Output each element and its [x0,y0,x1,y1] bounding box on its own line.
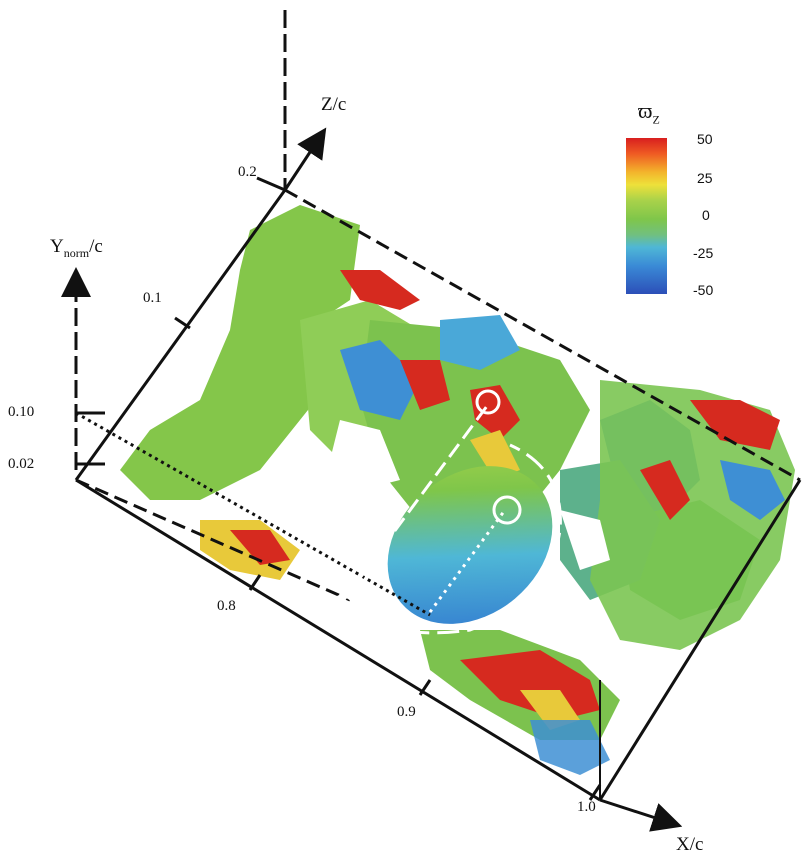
colorbar-tick-50: 50 [697,131,713,147]
colorbar [626,138,667,294]
vortex-core-marker-2 [492,495,522,525]
annotation-overlay [330,389,562,635]
vortex-core-marker-3 [330,594,356,620]
y-tick-0.02: 0.02 [8,456,35,472]
colorbar-tick-neg50: -50 [693,282,714,298]
colorbar-tick-0: 0 [702,207,710,223]
z-axis-title: Z/c [321,94,347,115]
colorbar-tick-neg25: -25 [693,245,714,261]
colorbar-tick-25: 25 [697,170,713,186]
x-tick-0.9: 0.9 [397,704,416,720]
x-axis-arrow [599,798,683,832]
x-tick-0.8: 0.8 [217,598,236,614]
y-axis-title-main: Y [50,236,64,257]
colorbar-title-main: ϖ [638,98,653,123]
x-axis-title: X/c [676,834,704,855]
y-axis-title-suffix: /c [89,236,103,257]
cavity-surface [387,466,553,624]
y-axis-title-sub: norm [63,245,90,260]
green-sheet [120,205,360,500]
z-tick-0.1: 0.1 [143,290,162,306]
domain-box [74,10,802,802]
x-tick-1.0: 1.0 [577,799,596,815]
colorbar-title: ϖZ [638,98,660,127]
y-axis-title: Ynorm/c [50,236,103,261]
z-axis-arrow [283,127,327,191]
colorbar-title-sub: Z [652,112,660,127]
vortex-core-marker-1 [475,389,501,415]
y-tick-0.10: 0.10 [8,404,35,420]
z-tick-0.2: 0.2 [238,164,257,180]
